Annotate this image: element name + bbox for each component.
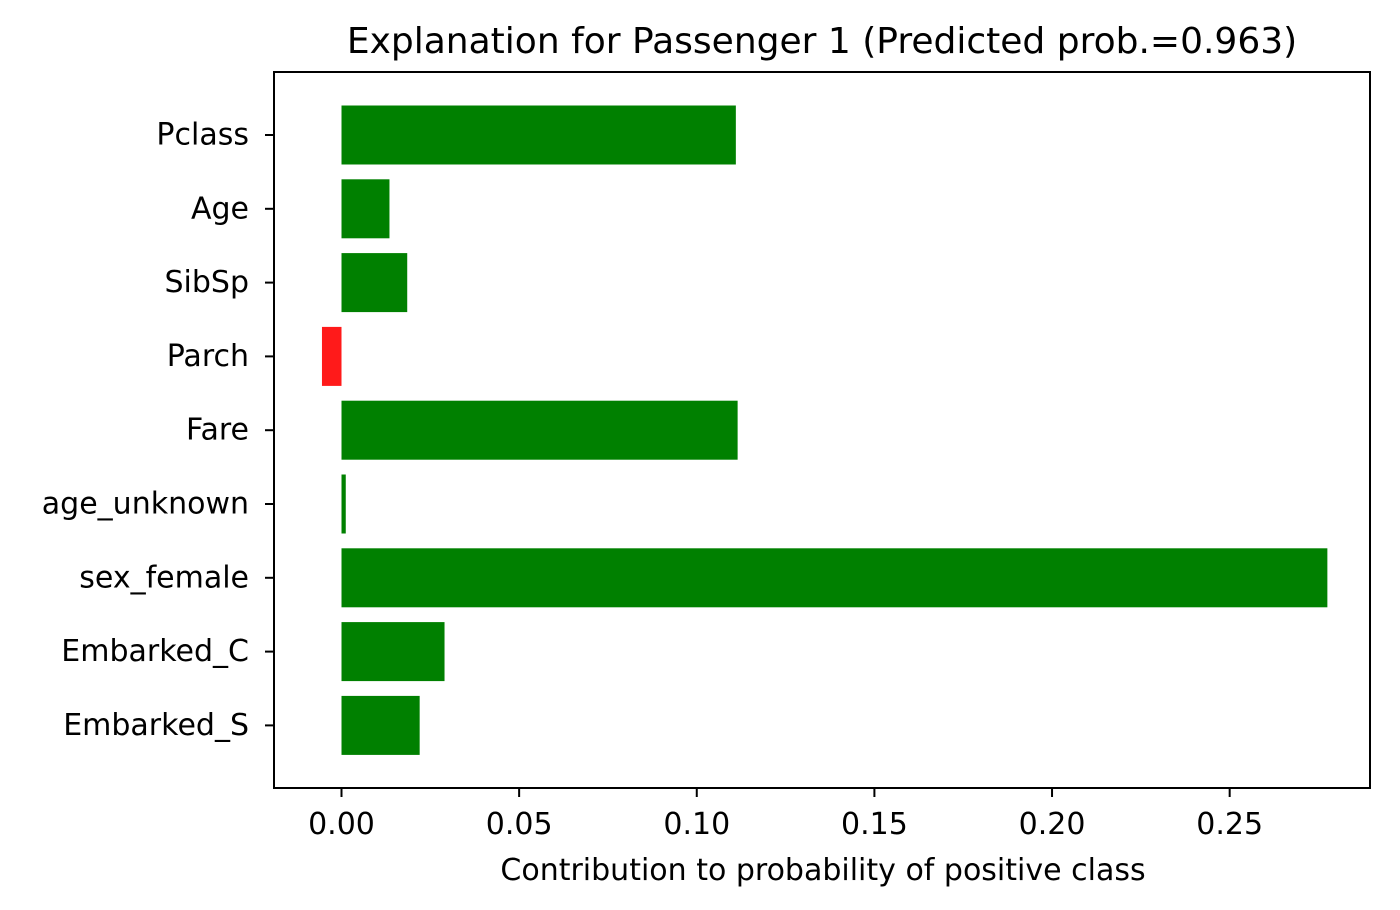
chart-title: Explanation for Passenger 1 (Predicted p… — [347, 21, 1297, 62]
y-tick-label: Fare — [186, 413, 249, 448]
x-tick-label: 0.00 — [308, 807, 375, 842]
x-tick-label: 0.20 — [1019, 807, 1086, 842]
y-tick-label: Parch — [167, 339, 249, 374]
bar-embarked-s — [341, 695, 420, 755]
x-tick-label: 0.15 — [841, 807, 908, 842]
plot-frame — [273, 71, 1371, 789]
x-tick-label: 0.05 — [486, 807, 553, 842]
y-tick-label: sex_female — [79, 560, 249, 595]
y-tick-label: Embarked_S — [63, 708, 249, 743]
y-tick-label: Pclass — [156, 118, 249, 153]
bar-fare — [341, 400, 738, 460]
x-tick-label: 0.25 — [1196, 807, 1263, 842]
bar-parch — [321, 326, 342, 386]
x-axis-label: Contribution to probability of positive … — [500, 853, 1145, 888]
bar-age — [341, 179, 390, 239]
y-tick-label: age_unknown — [42, 487, 249, 522]
x-tick-label: 0.10 — [663, 807, 730, 842]
bar-sibsp — [341, 253, 408, 313]
bar-sex-female — [341, 548, 1328, 608]
y-axis-ticks: Pclass Age SibSp Parch Fare age_unknown sex_fe… — [42, 118, 274, 743]
bar-age-unknown — [341, 474, 346, 534]
y-tick-label: Age — [191, 191, 249, 226]
x-axis-ticks: 0.00 0.05 0.10 0.15 0.20 0.25 — [308, 788, 1263, 842]
bars-group — [321, 105, 1328, 755]
y-tick-label: SibSp — [164, 265, 249, 300]
bar-embarked-c — [341, 622, 445, 682]
bar-pclass — [341, 105, 736, 165]
y-tick-label: Embarked_C — [61, 634, 249, 669]
